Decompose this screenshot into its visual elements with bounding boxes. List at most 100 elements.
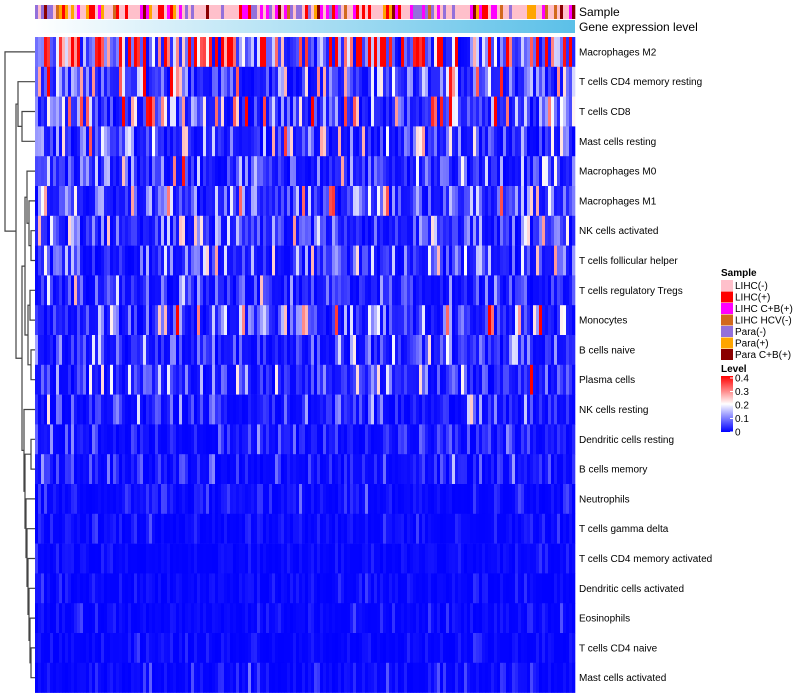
heatmap-cell: [476, 186, 480, 217]
heatmap-cell: [557, 156, 561, 187]
heatmap-cell: [140, 513, 144, 544]
heatmap-cell: [131, 364, 135, 395]
heatmap-cell: [518, 543, 522, 574]
heatmap-cell: [179, 215, 183, 246]
heatmap-cell: [419, 96, 423, 127]
heatmap-cell: [425, 394, 429, 425]
heatmap-cell: [149, 394, 153, 425]
sample-annotation-cell: [476, 5, 480, 19]
heatmap-cell: [455, 96, 459, 127]
heatmap-cell: [470, 245, 474, 276]
heatmap-cell: [227, 37, 231, 68]
heatmap-cell: [305, 156, 309, 187]
heatmap-cell: [215, 454, 219, 485]
heatmap-cell: [200, 484, 204, 515]
heatmap-cell: [227, 245, 231, 276]
heatmap-cell: [284, 394, 288, 425]
heatmap-cell: [356, 335, 360, 366]
dendrogram-branch: [30, 230, 35, 262]
heatmap-cell: [275, 37, 279, 68]
heatmap-cell: [215, 186, 219, 217]
heatmap-cell: [59, 424, 63, 455]
heatmap-cell: [455, 126, 459, 157]
heatmap-cell: [344, 215, 348, 246]
heatmap-cell: [263, 305, 267, 336]
heatmap-cell: [554, 335, 558, 366]
heatmap-cell: [494, 364, 498, 395]
heatmap-cell: [158, 484, 162, 515]
heatmap-cell: [56, 335, 60, 366]
heatmap-cell: [80, 424, 84, 455]
heatmap-cell: [233, 364, 237, 395]
heatmap-cell: [164, 394, 168, 425]
heatmap-cell: [128, 66, 132, 97]
heatmap-cell: [65, 186, 69, 217]
heatmap-cell: [395, 424, 399, 455]
heatmap-cell: [515, 603, 519, 634]
heatmap-cell: [449, 662, 453, 693]
heatmap-cell: [161, 633, 165, 664]
heatmap-cell: [377, 335, 381, 366]
heatmap-cell: [497, 573, 501, 604]
heatmap-cell: [206, 454, 210, 485]
heatmap-cell: [338, 305, 342, 336]
heatmap-cell: [302, 215, 306, 246]
heatmap-cell: [227, 543, 231, 574]
sample-annotation-cell: [374, 5, 378, 19]
heatmap-cell: [572, 633, 576, 664]
heatmap-cell: [422, 156, 426, 187]
heatmap-cell: [374, 156, 378, 187]
heatmap-cell: [452, 543, 456, 574]
heatmap-cell: [461, 275, 465, 306]
heatmap-cell: [410, 126, 414, 157]
heatmap-cell: [461, 37, 465, 68]
heatmap-cell: [515, 662, 519, 693]
level-tick-label: 0.1: [735, 414, 749, 425]
heatmap-cell: [176, 156, 180, 187]
heatmap-cell: [314, 96, 318, 127]
heatmap-cell: [104, 424, 108, 455]
heatmap-cell: [242, 484, 246, 515]
heatmap-cell: [521, 484, 525, 515]
heatmap-cell: [62, 275, 66, 306]
heatmap-cell: [44, 662, 48, 693]
heatmap-cell: [569, 305, 573, 336]
heatmap-cell: [137, 513, 141, 544]
heatmap-cell: [206, 156, 210, 187]
heatmap-cell: [341, 245, 345, 276]
heatmap-cell: [308, 126, 312, 157]
heatmap-cell: [467, 37, 471, 68]
heatmap-cell: [545, 573, 549, 604]
heatmap-cell: [131, 66, 135, 97]
heatmap-cell: [140, 543, 144, 574]
sample-legend-swatch: [721, 326, 733, 337]
heatmap-cell: [572, 573, 576, 604]
heatmap-cell: [500, 424, 504, 455]
heatmap-cell: [35, 275, 39, 306]
heatmap-cell: [185, 186, 189, 217]
heatmap-cell: [152, 484, 156, 515]
heatmap-cell: [119, 662, 123, 693]
heatmap-cell: [419, 186, 423, 217]
heatmap-cell: [503, 186, 507, 217]
heatmap-cell: [329, 394, 333, 425]
heatmap-cell: [539, 96, 543, 127]
heatmap-cell: [290, 573, 294, 604]
heatmap-cell: [524, 245, 528, 276]
heatmap-cell: [506, 573, 510, 604]
heatmap-cell: [473, 245, 477, 276]
heatmap-cell: [410, 66, 414, 97]
heatmap-cell: [158, 37, 162, 68]
heatmap-cell: [284, 66, 288, 97]
heatmap-cell: [551, 275, 555, 306]
heatmap-cell: [113, 186, 117, 217]
heatmap-cell: [497, 543, 501, 574]
heatmap-cell: [80, 364, 84, 395]
heatmap-cell: [272, 633, 276, 664]
dendrogram-branch: [30, 438, 35, 470]
heatmap-cell: [251, 305, 255, 336]
heatmap-cell: [50, 186, 54, 217]
heatmap-cell: [41, 633, 45, 664]
sample-annotation-cell: [80, 5, 84, 19]
heatmap-cell: [449, 424, 453, 455]
